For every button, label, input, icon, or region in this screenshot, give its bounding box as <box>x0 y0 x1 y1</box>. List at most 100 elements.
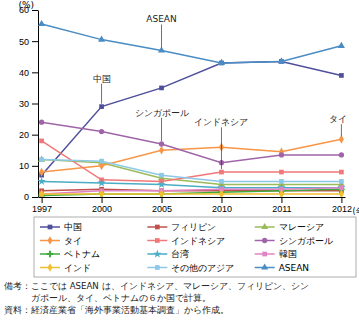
legend-entry: その他のアジア <box>147 263 234 273</box>
y-tick: 50 <box>19 37 38 47</box>
series-line <box>42 181 342 187</box>
legend-label: インドネシア <box>171 236 225 246</box>
y-tick-mark <box>32 72 38 73</box>
legend-label: インド <box>64 263 91 273</box>
x-tick-mark <box>341 197 342 203</box>
x-axis: 199720002005201020112012 <box>32 197 352 214</box>
marks <box>38 20 345 197</box>
series-marker <box>99 159 104 164</box>
x-tick: 1997 <box>32 197 52 214</box>
series-line <box>42 188 342 194</box>
x-tick-label: 2005 <box>152 204 172 214</box>
series-marker <box>279 190 284 197</box>
legend-marker <box>262 252 267 257</box>
x-tick-label: 1997 <box>32 204 52 214</box>
legend-entry: 台湾 <box>147 249 189 259</box>
legend-marker <box>47 236 52 245</box>
series-marker <box>339 152 344 157</box>
legend-label: 韓国 <box>279 249 297 259</box>
legend-marker <box>153 250 161 258</box>
legend-marker <box>261 223 268 229</box>
legend-entry: マレーシア <box>255 222 324 232</box>
annotations: ASEAN中国シンガポールインドネシアタイ <box>93 14 348 169</box>
y-tick-label: 10 <box>19 161 29 171</box>
legend-entry: タイ <box>40 236 82 246</box>
series-marker <box>99 190 104 197</box>
y-tick-mark <box>32 135 38 136</box>
series-line <box>42 160 342 182</box>
y-axis-label: (%) <box>18 0 34 10</box>
series-marker <box>38 155 45 161</box>
annotation-leader <box>221 127 222 169</box>
annotation: 中国 <box>93 74 111 84</box>
legend-label: シンガポール <box>279 236 333 246</box>
series-marker <box>97 179 105 187</box>
series-marker <box>278 57 285 63</box>
series-line <box>42 122 342 163</box>
legend-entry: 韓国 <box>255 249 297 259</box>
x-tick: 2011 <box>272 197 291 214</box>
y-tick: 20 <box>19 130 38 140</box>
x-tick-mark <box>221 197 222 203</box>
series <box>39 139 343 184</box>
series <box>39 135 344 176</box>
series <box>39 185 343 196</box>
note: 備考：ここでは ASEAN は、インドネシア、マレーシア、フィリピン、シン <box>4 281 309 291</box>
legend-entry: ベトナム <box>40 249 100 259</box>
series-marker <box>159 173 164 178</box>
x-tick: 2005 <box>152 197 172 214</box>
annotation: シンガポール <box>135 108 189 118</box>
legend-marker <box>155 225 160 230</box>
y-tick-label: 30 <box>19 99 29 109</box>
legend-label: フィリピン <box>171 222 216 232</box>
y-tick-mark <box>32 197 38 198</box>
legend-label: タイ <box>64 236 82 246</box>
series-marker <box>339 73 344 78</box>
y-tick: 0 <box>24 192 38 202</box>
x-tick-mark <box>281 197 282 203</box>
y-tick-mark <box>32 104 38 105</box>
series-marker <box>98 35 105 41</box>
series-marker <box>99 104 104 109</box>
series-marker <box>338 42 345 48</box>
series-marker <box>339 179 344 184</box>
legend-label: ベトナム <box>64 249 100 259</box>
y-tick-label: 50 <box>19 37 29 47</box>
series-line <box>42 24 342 63</box>
series <box>38 20 345 65</box>
annotation-leader <box>341 124 342 136</box>
x-tick-label: 2011 <box>272 204 291 214</box>
series-marker <box>39 168 44 177</box>
legend-entry: 中国 <box>40 222 82 232</box>
legend-frame <box>34 217 356 277</box>
series-marker <box>339 185 344 190</box>
x-tick-label: 2010 <box>212 204 232 214</box>
x-tick: 2012 <box>332 197 352 214</box>
chart: 0102030405060199720002005201020112012(%)… <box>0 0 359 329</box>
x-tick-mark <box>102 197 103 203</box>
series-marker <box>279 152 284 157</box>
series-marker <box>157 180 165 188</box>
notes: 備考：ここでは ASEAN は、インドネシア、マレーシア、フィリピン、シンガポー… <box>4 281 309 315</box>
series-marker <box>99 129 104 134</box>
legend-entry: インドネシア <box>147 236 225 246</box>
y-tick-mark <box>32 10 38 11</box>
legend-marker <box>155 238 160 243</box>
x-tick: 2010 <box>212 197 232 214</box>
legend-marker <box>48 225 53 230</box>
series-marker <box>159 86 164 91</box>
legend-marker <box>47 263 52 272</box>
legend-entry: シンガポール <box>255 236 333 246</box>
series-marker <box>159 146 164 155</box>
y-tick: 30 <box>19 99 38 109</box>
y-axis: 0102030405060 <box>19 5 39 202</box>
y-tick-mark <box>32 41 38 42</box>
x-tick-mark <box>42 197 43 203</box>
x-tick-mark <box>162 197 163 203</box>
legend-marker <box>155 265 160 270</box>
legend-entry: ASEAN <box>255 263 309 273</box>
series-line <box>42 61 342 175</box>
y-tick: 10 <box>19 161 38 171</box>
legend-label: 台湾 <box>171 249 189 259</box>
series-marker <box>39 139 44 144</box>
